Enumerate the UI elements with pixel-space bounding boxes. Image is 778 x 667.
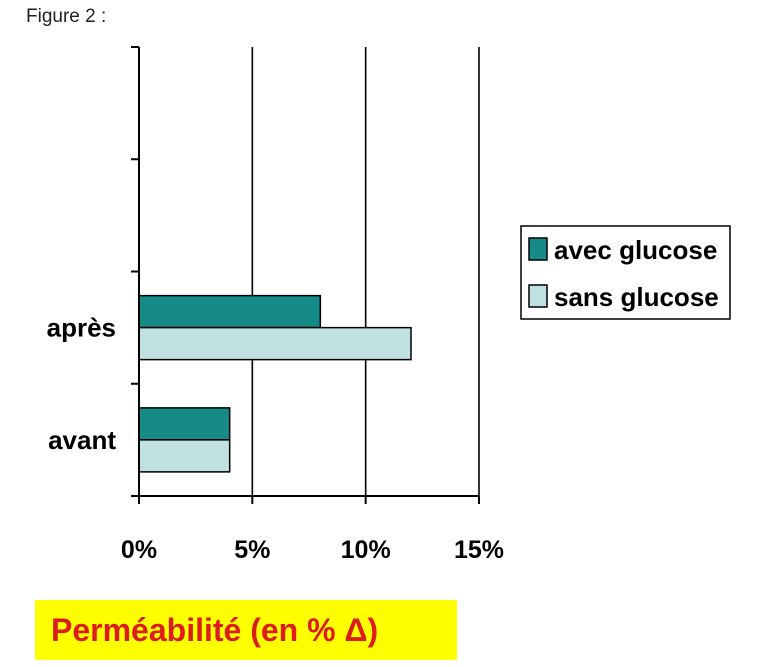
bar-après-sans [138, 326, 412, 361]
x-tick-label-10: 10% [341, 536, 391, 564]
axes [131, 46, 480, 504]
legend-label-1: sans glucose [554, 282, 719, 312]
bar-après-avec [138, 294, 322, 329]
category-label-1: après [47, 313, 116, 343]
x-axis-title-box: Perméabilité (en % Δ) [35, 600, 457, 660]
x-tick-label-5: 5% [234, 536, 270, 564]
bars [138, 294, 412, 473]
category-label-0: avant [48, 425, 116, 455]
legend-swatch-1 [528, 284, 548, 308]
legend: avec glucose sans glucose [520, 225, 731, 320]
x-tick-label-15: 15% [454, 536, 504, 564]
gridlines [251, 47, 480, 496]
legend-box [520, 225, 731, 320]
x-tick-label-0: 0% [121, 536, 157, 564]
legend-swatch-0 [528, 237, 548, 261]
bar-avant-sans [138, 439, 231, 473]
x-axis-title: Perméabilité (en % Δ) [51, 611, 379, 648]
bar-avant-avec [138, 407, 231, 441]
labels: avant après 0% 5% 10% 15% [47, 313, 504, 564]
figure-label: Figure 2 : [26, 6, 107, 27]
legend-label-0: avec glucose [554, 235, 717, 265]
bar-chart: avant après 0% 5% 10% 15% avec glucose sans gl… [47, 46, 731, 564]
